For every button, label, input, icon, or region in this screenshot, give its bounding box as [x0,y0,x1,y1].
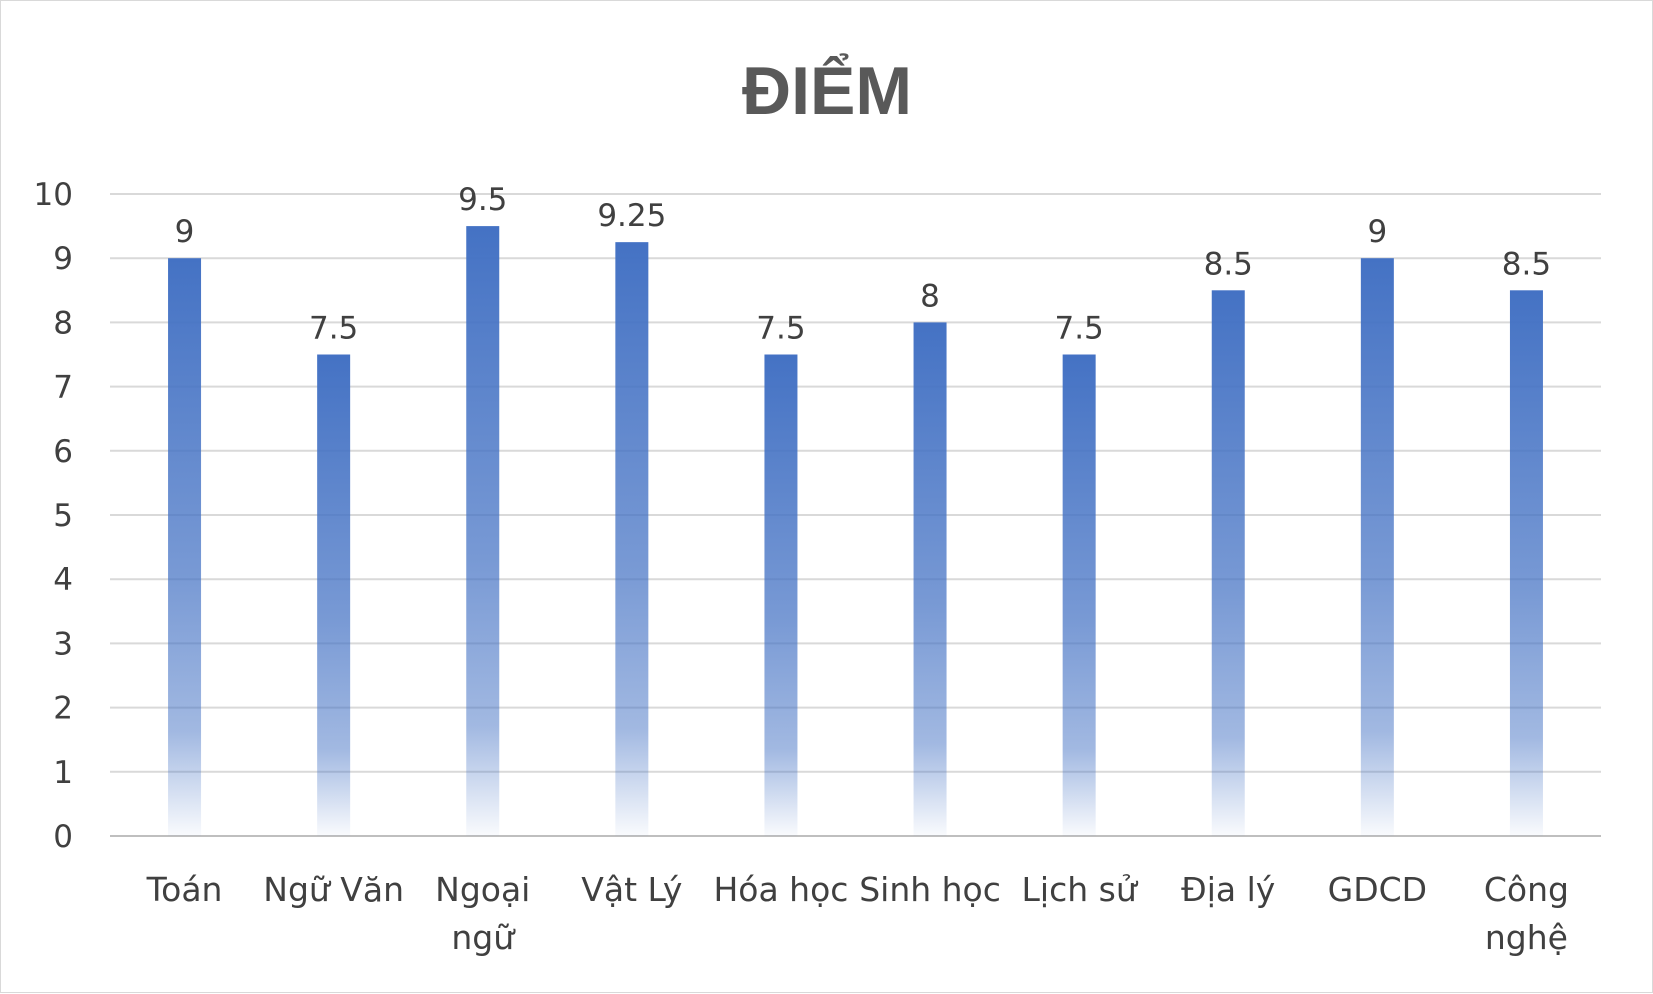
bar [1211,290,1245,836]
y-tick-label: 8 [53,305,73,341]
category-label: GDCD [1328,870,1427,909]
bar [466,226,500,837]
data-label: 9 [175,214,195,250]
data-label: 8 [920,278,940,314]
y-tick-label: 3 [53,626,73,662]
data-label: 9 [1367,214,1387,250]
data-label: 9.25 [597,198,666,234]
gridlines [110,193,1601,837]
x-axis-categories: Toán Ngữ Văn Ngoại ngữ Vật Lý Hóa học Sinh học… [146,870,1569,957]
data-label: 7.5 [756,311,805,347]
y-tick-label: 7 [53,370,73,406]
bar [615,242,649,836]
data-label: 7.5 [1054,311,1103,347]
bar [1062,354,1096,836]
bar [1509,290,1543,836]
y-tick-label: 9 [53,241,73,277]
category-label: Sinh học [859,870,1001,909]
chart-title: ĐIỂM [742,52,912,129]
y-tick-label: 2 [53,691,73,727]
y-tick-label: 5 [53,498,73,534]
y-tick-label: 1 [53,755,73,791]
category-label: Ngoại ngữ [435,870,530,957]
data-label: 7.5 [309,311,358,347]
bars [168,226,1543,837]
y-tick-label: 10 [34,177,73,213]
bar [168,258,202,836]
category-label: Lịch sử [1022,870,1139,909]
bar [764,354,798,836]
y-tick-label: 4 [53,562,73,598]
bar [913,322,947,836]
data-label: 9.5 [458,182,507,218]
category-label: Ngữ Văn [263,870,404,909]
category-label: Vật Lý [581,870,682,909]
category-label: Toán [146,870,223,909]
bar [317,354,351,836]
category-label: Hóa học [713,870,848,909]
data-label: 8.5 [1204,246,1253,282]
y-tick-label: 6 [53,434,73,470]
category-label: Công nghệ [1484,870,1569,957]
bar [1360,258,1394,836]
y-axis-ticks: 0 1 2 3 4 5 6 7 8 9 10 [34,177,73,855]
category-label: Địa lý [1181,870,1275,909]
y-tick-label: 0 [53,819,73,855]
data-labels: 9 7.5 9.5 9.25 7.5 8 7.5 8.5 9 8.5 [175,182,1551,346]
data-label: 8.5 [1502,246,1551,282]
